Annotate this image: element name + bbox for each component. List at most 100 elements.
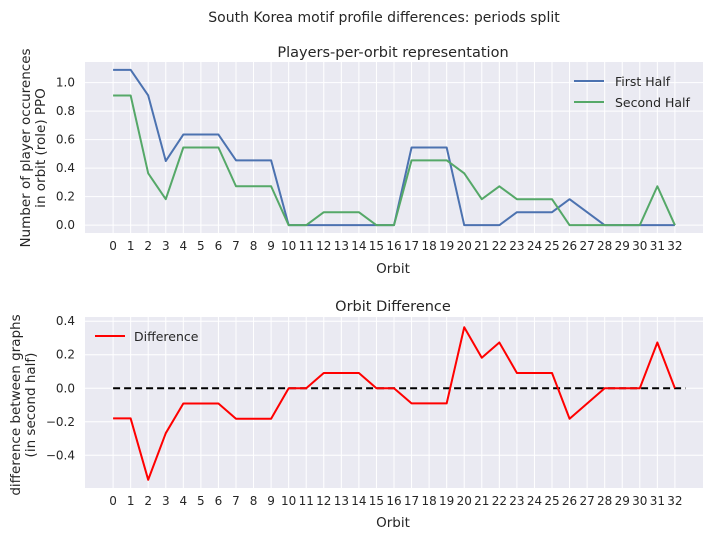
x-tick-label: 4 <box>179 239 187 253</box>
x-tick-label: 12 <box>316 494 331 508</box>
x-tick-label: 32 <box>667 494 682 508</box>
y-tick-label: 0.0 <box>56 218 75 232</box>
y-tick-label: 0.8 <box>56 104 75 118</box>
x-tick-label: 3 <box>162 239 170 253</box>
x-tick-label: 19 <box>439 494 454 508</box>
x-tick-label: 2 <box>144 239 152 253</box>
x-tick-label: 29 <box>615 239 630 253</box>
grid <box>85 62 703 233</box>
y-tick-label: 0.0 <box>56 381 75 395</box>
legend: First Half Second Half <box>574 74 691 110</box>
chart-title: Players-per-orbit representation <box>277 45 508 61</box>
chart-orbit-difference: Orbit Difference 0 1 2 3 4 5 6 7 8 9 10 11 12 13 14 15 1… <box>8 299 703 531</box>
x-tick-label: 2 <box>144 494 152 508</box>
x-tick-label: 24 <box>527 239 542 253</box>
x-tick-label: 15 <box>369 494 384 508</box>
x-tick-label: 5 <box>197 239 205 253</box>
x-tick-label: 23 <box>509 239 524 253</box>
x-axis-label: Orbit <box>376 261 410 277</box>
series-line-difference <box>113 326 676 481</box>
x-tick-label: 14 <box>351 239 366 253</box>
y-tick-label: 1.0 <box>56 76 75 90</box>
tick-labels: 0 1 2 3 4 5 6 7 8 9 10 11 12 13 14 15 16 17 18 19 20 21 22 23 24… <box>46 314 683 508</box>
x-tick-label: 32 <box>667 239 682 253</box>
x-tick-label: 1 <box>127 239 135 253</box>
x-tick-label: 31 <box>650 494 665 508</box>
y-tick-label: 0.4 <box>56 314 75 328</box>
x-tick-label: 28 <box>597 494 612 508</box>
x-tick-label: 16 <box>386 494 401 508</box>
x-tick-label: 13 <box>334 494 349 508</box>
x-tick-label: 26 <box>562 494 577 508</box>
y-axis-label-line2: (in second half) <box>23 353 39 458</box>
legend-label-difference: Difference <box>134 329 199 344</box>
x-tick-label: 17 <box>404 239 419 253</box>
x-tick-label: 25 <box>544 494 559 508</box>
chart-title: Orbit Difference <box>335 299 451 315</box>
y-tick-label: −0.4 <box>46 448 75 462</box>
y-tick-label: −0.2 <box>46 415 75 429</box>
y-tick-label: 0.2 <box>56 348 75 362</box>
y-axis-label-line1: Number of player occurences <box>18 48 34 247</box>
x-axis-label: Orbit <box>376 515 410 531</box>
x-tick-label: 27 <box>579 494 594 508</box>
y-tick-label: 0.6 <box>56 133 75 147</box>
x-tick-label: 10 <box>281 494 296 508</box>
x-tick-label: 21 <box>474 494 489 508</box>
x-tick-label: 0 <box>109 239 117 253</box>
x-tick-label: 18 <box>421 494 436 508</box>
figure-suptitle: South Korea motif profile differences: p… <box>208 10 560 26</box>
series-layer <box>113 326 686 481</box>
y-axis-label-line1: difference between graphs <box>8 314 24 495</box>
x-tick-label: 8 <box>250 494 258 508</box>
x-tick-label: 30 <box>632 494 647 508</box>
x-tick-label: 26 <box>562 239 577 253</box>
y-axis-label-line2: in orbit (role) PPO <box>33 88 49 208</box>
x-tick-label: 5 <box>197 494 205 508</box>
series-layer <box>113 68 676 227</box>
x-tick-label: 6 <box>215 239 223 253</box>
y-tick-label: 0.4 <box>56 161 75 175</box>
x-tick-label: 29 <box>615 494 630 508</box>
x-tick-label: 18 <box>421 239 436 253</box>
legend-label-second-half: Second Half <box>615 95 691 110</box>
x-tick-label: 13 <box>334 239 349 253</box>
x-tick-label: 28 <box>597 239 612 253</box>
y-tick-label: 0.2 <box>56 190 75 204</box>
x-tick-label: 8 <box>250 239 258 253</box>
x-tick-label: 7 <box>232 239 240 253</box>
legend-label-first-half: First Half <box>615 74 671 89</box>
x-tick-label: 1 <box>127 494 135 508</box>
x-tick-label: 24 <box>527 494 542 508</box>
x-tick-label: 14 <box>351 494 366 508</box>
x-tick-label: 23 <box>509 494 524 508</box>
series-line-second-half <box>113 94 676 227</box>
x-tick-label: 4 <box>179 494 187 508</box>
x-tick-label: 20 <box>457 239 472 253</box>
x-tick-label: 16 <box>386 239 401 253</box>
x-tick-label: 12 <box>316 239 331 253</box>
x-tick-label: 27 <box>579 239 594 253</box>
x-tick-label: 17 <box>404 494 419 508</box>
x-tick-label: 15 <box>369 239 384 253</box>
x-tick-label: 30 <box>632 239 647 253</box>
x-tick-label: 31 <box>650 239 665 253</box>
x-tick-label: 3 <box>162 494 170 508</box>
x-tick-label: 7 <box>232 494 240 508</box>
x-tick-label: 22 <box>492 239 507 253</box>
x-tick-label: 20 <box>457 494 472 508</box>
x-tick-label: 11 <box>299 494 314 508</box>
x-tick-label: 22 <box>492 494 507 508</box>
legend: Difference <box>95 329 199 344</box>
x-tick-label: 9 <box>267 239 275 253</box>
tick-labels: 0 1 2 3 4 5 6 7 8 9 10 11 12 13 14 15 16 17 18 19 20 21 22 23 24… <box>56 76 683 253</box>
x-tick-label: 0 <box>109 494 117 508</box>
x-tick-label: 9 <box>267 494 275 508</box>
x-tick-label: 10 <box>281 239 296 253</box>
x-tick-label: 11 <box>299 239 314 253</box>
x-tick-label: 19 <box>439 239 454 253</box>
grid <box>85 317 703 488</box>
x-tick-label: 21 <box>474 239 489 253</box>
